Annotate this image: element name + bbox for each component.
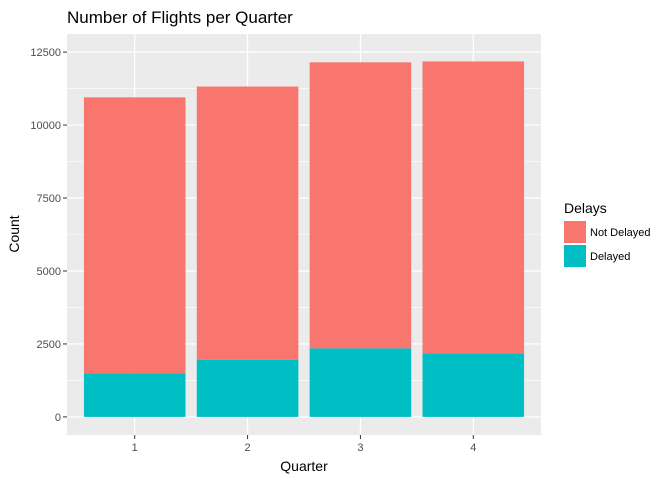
- bar-delayed-q4: [422, 353, 525, 417]
- bar-delayed-q1: [83, 373, 186, 417]
- x-tick-label: 4: [470, 442, 476, 454]
- y-tick-label: 2500: [37, 339, 61, 351]
- x-axis: 1 2 3 4: [132, 435, 476, 454]
- legend-label-not-delayed: Not Delayed: [590, 227, 651, 239]
- bar-not-delayed-q2: [196, 86, 299, 360]
- x-tick-label: 3: [357, 442, 363, 454]
- y-tick-label: 7500: [37, 193, 61, 205]
- bar-not-delayed-q4: [422, 61, 525, 354]
- y-tick-label: 12500: [30, 47, 61, 59]
- bars: [83, 61, 525, 417]
- bar-not-delayed-q3: [309, 62, 412, 349]
- x-tick-label: 2: [245, 442, 251, 454]
- x-tick-label: 1: [132, 442, 138, 454]
- y-tick-label: 10000: [30, 120, 61, 132]
- y-tick-label: 0: [55, 412, 61, 424]
- legend: Delays Not Delayed Delayed: [564, 200, 651, 267]
- y-axis: 0 2500 5000 7500 10000 12500: [30, 47, 67, 424]
- legend-title: Delays: [564, 200, 607, 216]
- x-axis-title: Quarter: [280, 458, 328, 474]
- legend-label-delayed: Delayed: [590, 251, 630, 263]
- y-tick-label: 5000: [37, 266, 61, 278]
- bar-delayed-q2: [196, 359, 299, 417]
- y-axis-title: Count: [6, 215, 22, 252]
- legend-swatch-delayed: [564, 245, 586, 267]
- legend-swatch-not-delayed: [564, 221, 586, 243]
- chart-title: Number of Flights per Quarter: [67, 8, 293, 27]
- bar-not-delayed-q1: [83, 97, 186, 374]
- bar-delayed-q3: [309, 348, 412, 417]
